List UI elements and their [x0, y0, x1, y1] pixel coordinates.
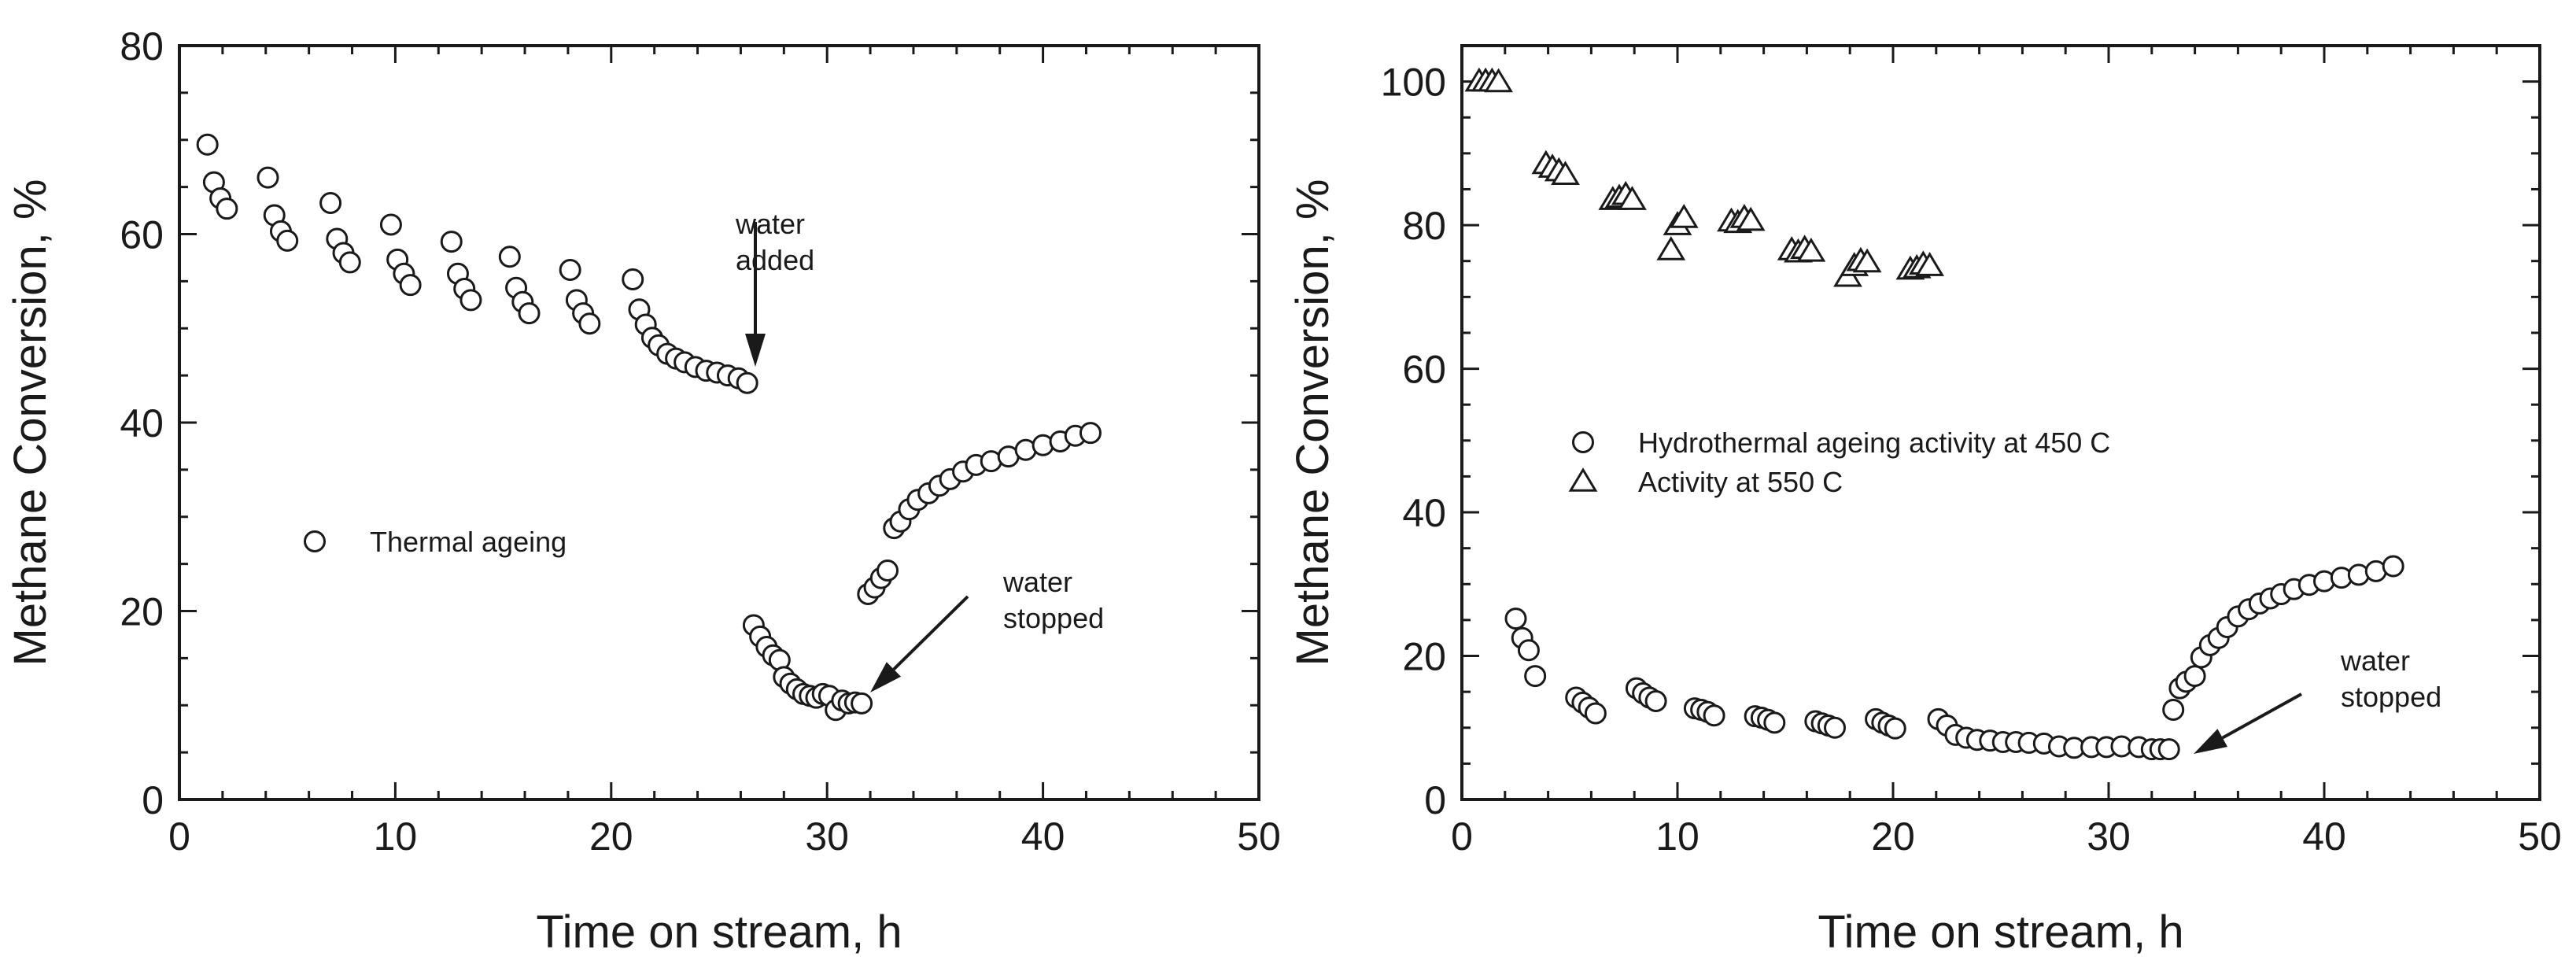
series-activity-at-550-c [1464, 67, 1944, 287]
data-point-circle [2183, 665, 2206, 688]
annotation-arrow [892, 595, 969, 670]
y-tick-label: 100 [1381, 61, 1446, 105]
data-point-circle [399, 274, 422, 297]
data-point-circle [2382, 555, 2404, 578]
data-point-circle [216, 198, 238, 220]
data-point-circle [459, 289, 482, 312]
annotation-arrow [2221, 692, 2302, 740]
data-point-triangle [1484, 68, 1513, 93]
data-point-triangle [1669, 204, 1699, 228]
x-tick-label: 10 [374, 814, 418, 859]
y-tick-label: 60 [120, 213, 164, 257]
series-hydrothermal-ageing-activity-at-450-c [1504, 555, 2404, 761]
data-point-circle [1824, 716, 1847, 739]
data-point-triangle [1618, 186, 1647, 210]
data-point-circle [2162, 698, 2185, 721]
data-point-triangle [1915, 252, 1944, 276]
x-axis-title: Time on stream, h [536, 907, 902, 958]
data-point-triangle [1852, 248, 1882, 273]
chart-hydrothermal-ageing: 0 10 20 30 40 50 0 20 40 60 80 100 Time on stream, h… [1287, 44, 2562, 958]
data-point-circle [379, 213, 402, 236]
data-point-triangle [1551, 161, 1580, 185]
x-tick-label: 0 [1451, 814, 1473, 859]
legend-marker-triangle [1568, 467, 1598, 492]
data-point-circle [440, 231, 463, 253]
data-point-circle [851, 692, 873, 715]
annotation-arrowhead [2194, 729, 2228, 754]
data-point-circle [736, 371, 758, 394]
data-point-triangle [1736, 206, 1766, 231]
data-point-circle [622, 268, 644, 290]
data-point-circle [1504, 608, 1527, 630]
x-axis-title: Time on stream, h [1818, 907, 2183, 958]
data-point-circle [276, 229, 299, 252]
data-point-circle [2157, 738, 2180, 761]
legend-marker-circle [1572, 431, 1594, 453]
legend-label: Thermal ageing [370, 526, 566, 558]
data-point-circle [1644, 690, 1667, 713]
legend-marker-circle [304, 530, 326, 552]
series-thermal-ageing [196, 133, 1102, 722]
y-tick-label: 0 [1424, 778, 1446, 822]
annotation-text: water [1002, 566, 1072, 598]
chart-thermal-ageing: 0 10 20 30 40 50 0 20 40 60 80 Time on stream, h Met… [5, 24, 1281, 958]
y-tick-label: 80 [1402, 204, 1446, 248]
data-point-circle [518, 302, 541, 325]
x-tick-label: 0 [168, 814, 190, 859]
data-point-circle [877, 560, 899, 582]
data-point-circle [1517, 639, 1540, 662]
y-tick-label: 80 [120, 24, 164, 68]
data-point-circle [1584, 702, 1607, 725]
data-point-circle [256, 166, 279, 189]
y-tick-label: 20 [120, 590, 164, 634]
data-point-circle [196, 133, 219, 156]
x-tick-label: 40 [2302, 814, 2346, 859]
data-point-triangle [1796, 237, 1826, 262]
data-point-triangle [1656, 236, 1686, 260]
x-tick-label: 50 [1237, 814, 1281, 859]
annotation-text: stopped [2341, 681, 2441, 713]
x-tick-label: 20 [1871, 814, 1915, 859]
annotation-text: water [2340, 644, 2410, 677]
data-point-circle [559, 259, 581, 282]
annotation-text: added [736, 244, 814, 276]
plot-frame [178, 44, 1260, 801]
data-point-circle [1079, 422, 1102, 445]
data-point-circle [319, 191, 342, 214]
y-tick-label: 40 [120, 401, 164, 445]
x-tick-label: 10 [1655, 814, 1699, 859]
y-axis-title: Methane Conversion, % [5, 179, 56, 667]
x-tick-label: 50 [2518, 814, 2562, 859]
plot-frame [1460, 44, 2541, 801]
annotation-text: water [735, 208, 805, 240]
data-point-circle [1884, 717, 1906, 740]
y-tick-label: 20 [1402, 635, 1446, 679]
data-point-circle [498, 246, 521, 268]
legend-label: Hydrothermal ageing activity at 450 C [1638, 427, 2110, 459]
data-point-circle [1524, 665, 1547, 688]
y-tick-label: 40 [1402, 491, 1446, 535]
y-tick-label: 0 [142, 778, 164, 822]
x-tick-label: 20 [589, 814, 633, 859]
annotation-text: stopped [1003, 602, 1104, 634]
y-axis-title: Methane Conversion, % [1287, 179, 1338, 667]
data-point-circle [338, 251, 361, 274]
annotation-arrowhead [745, 334, 766, 367]
data-point-circle [578, 312, 601, 335]
legend-label: Activity at 550 C [1638, 466, 1843, 498]
x-tick-label: 30 [2087, 814, 2131, 859]
data-point-circle [1763, 711, 1786, 734]
data-point-circle [1703, 704, 1725, 727]
x-tick-label: 30 [805, 814, 849, 859]
y-tick-label: 60 [1402, 348, 1446, 392]
x-tick-label: 40 [1021, 814, 1065, 859]
annotation-arrowhead [870, 662, 902, 692]
